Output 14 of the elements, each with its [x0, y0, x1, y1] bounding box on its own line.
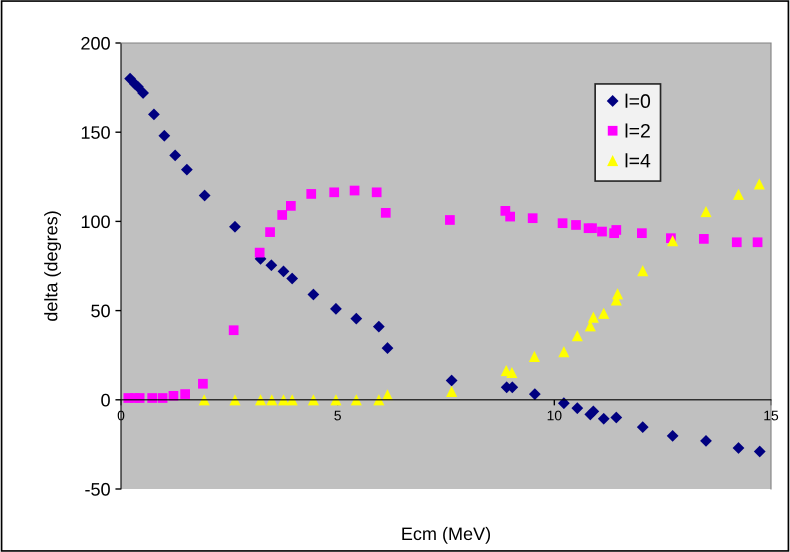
y-axis-title: delta (degres)	[44, 211, 62, 321]
y-tick-label: 200	[81, 36, 110, 50]
x-tick-label: 5	[334, 410, 341, 420]
legend-label: l=0	[626, 94, 650, 108]
y-tick-label: -50	[85, 482, 110, 496]
x-tick-label: 15	[764, 410, 778, 420]
y-tick-label: 50	[91, 304, 110, 318]
x-axis-title: Ecm (MeV)	[402, 526, 490, 544]
legend-label: l=4	[626, 153, 650, 168]
legend-label: l=2	[626, 123, 650, 138]
y-tick-label: 0	[101, 394, 110, 407]
y-tick-label: 150	[82, 126, 110, 139]
y-tick-label: 100	[82, 215, 110, 228]
x-tick-label: 10	[548, 410, 562, 420]
